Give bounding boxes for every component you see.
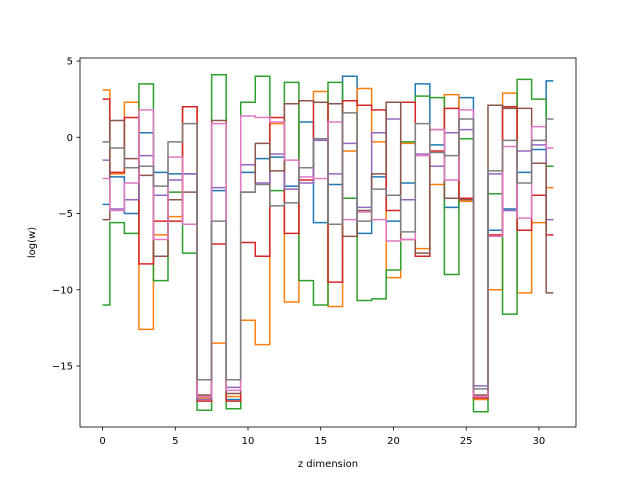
x-tick-label: 30	[533, 436, 546, 447]
x-tick-label: 10	[242, 436, 255, 447]
x-tick-label: 15	[314, 436, 327, 447]
y-axis: −15 −10 −5 0 5	[52, 57, 80, 373]
x-axis: 0 5 10 15 20 25 30	[99, 427, 545, 447]
y-tick-label: 0	[67, 133, 73, 144]
series-layer	[102, 74, 554, 413]
y-tick-label: −5	[58, 209, 73, 220]
x-axis-label: z dimension	[298, 459, 358, 470]
x-tick-label: 5	[172, 436, 178, 447]
y-tick-label: −10	[52, 285, 73, 296]
x-tick-label: 25	[460, 436, 473, 447]
y-tick-label: −15	[52, 362, 73, 373]
axes-frame	[79, 57, 577, 428]
y-tick-label: 5	[67, 57, 73, 68]
x-tick-label: 0	[99, 436, 105, 447]
y-axis-label: log(w)	[27, 227, 38, 258]
series-line-8	[102, 112, 554, 390]
x-tick-label: 20	[387, 436, 400, 447]
